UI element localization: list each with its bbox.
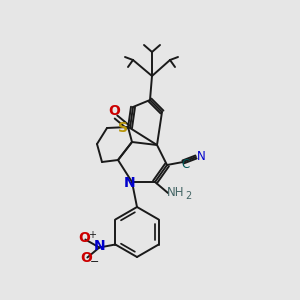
Text: +: +	[88, 230, 96, 239]
Text: N: N	[124, 176, 136, 190]
Text: O: O	[108, 104, 120, 118]
Text: N: N	[196, 149, 206, 163]
Text: −: −	[90, 257, 99, 268]
Text: S: S	[118, 121, 128, 135]
Text: C: C	[181, 158, 189, 172]
Text: 2: 2	[185, 191, 191, 201]
Text: N: N	[94, 239, 105, 254]
Text: O: O	[80, 251, 92, 266]
Text: NH: NH	[167, 187, 185, 200]
Text: O: O	[78, 232, 90, 245]
